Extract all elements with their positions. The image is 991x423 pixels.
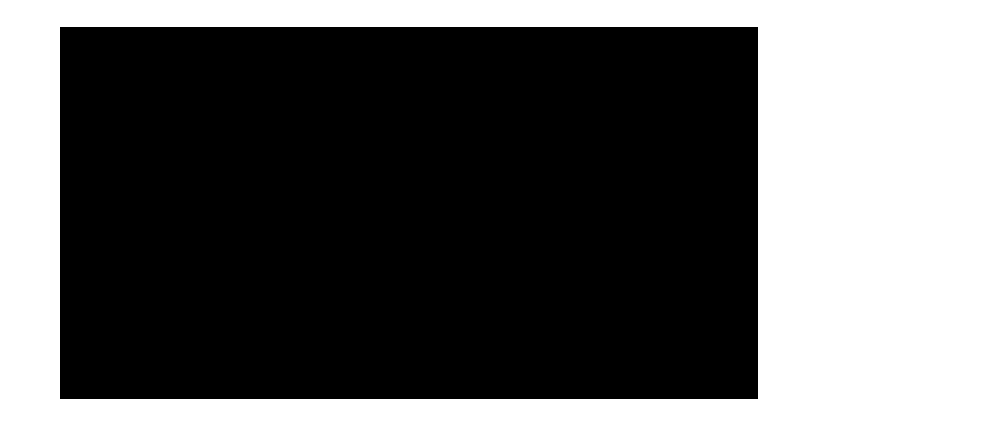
wordcloud-svg [60,27,758,399]
wordcloud-canvas [60,27,758,399]
